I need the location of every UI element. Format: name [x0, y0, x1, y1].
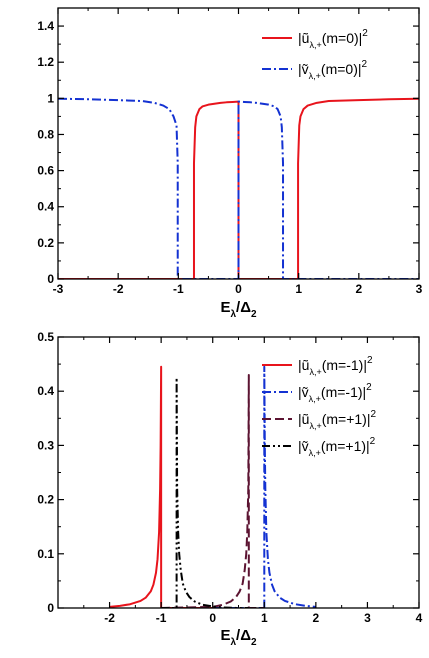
- x-tick-label: -1: [156, 611, 167, 625]
- y-tick-label: 0.3: [37, 438, 54, 452]
- legend-label-sub: λ,+: [309, 40, 321, 50]
- x-tick-label: 4: [416, 611, 423, 625]
- legend-label-rest: (m=0)|: [321, 61, 362, 77]
- x-axis-label-rest: /Δ: [236, 627, 251, 644]
- series-line-1: [109, 365, 213, 608]
- y-tick-label: 0.4: [37, 384, 54, 398]
- y-tick-label: 0: [47, 601, 54, 615]
- x-tick-label: 0: [235, 282, 242, 296]
- x-axis-label: Eλ/Δ2: [220, 299, 257, 320]
- y-tick-label: 0.6: [37, 164, 54, 178]
- x-tick-label: -1: [173, 282, 184, 296]
- y-tick-label: 0.1: [37, 547, 54, 561]
- y-tick-label: 0.8: [37, 127, 54, 141]
- x-tick-label: 3: [416, 282, 423, 296]
- top-panel: -3 -2 -1 0 1 2 300.20.40.60.811.21.4Eλ/Δ2|ũλ,+…: [37, 7, 423, 320]
- x-axis-label-sub2: 2: [251, 309, 257, 320]
- series-line-2: [58, 97, 419, 279]
- y-tick-label: 0.5: [37, 330, 54, 344]
- legend-label-main: |ṽ: [298, 61, 309, 77]
- y-tick-label: 1.4: [37, 19, 54, 33]
- x-tick-label: 1: [295, 282, 302, 296]
- x-tick-label: 2: [355, 282, 362, 296]
- legend-label-rest: (m=+1)|: [322, 411, 371, 427]
- x-axis-label-rest: /Δ: [236, 299, 251, 316]
- x-tick-label: 0: [209, 611, 216, 625]
- x-axis-label-sub: λ: [230, 309, 236, 320]
- legend-label-rest: (m=-1)|: [322, 357, 367, 373]
- legend-label-sup: 2: [370, 436, 376, 447]
- legend-label-sup: 2: [362, 28, 368, 39]
- y-tick-label: 1: [47, 91, 54, 105]
- plot-frame: [57, 336, 420, 609]
- x-tick-label: -2: [104, 611, 115, 625]
- legend-label-4: |ṽλ,+(m=+1)|2: [298, 436, 376, 458]
- legend-label-sub: λ,+: [309, 394, 321, 404]
- legend-label-sub: λ,+: [309, 71, 321, 81]
- legend-label-main: |ṽ: [298, 384, 309, 400]
- legend-label-rest: (m=+1)|: [321, 438, 370, 454]
- x-axis-label-sub: λ: [230, 637, 236, 648]
- legend-label-sub: λ,+: [309, 367, 321, 377]
- x-tick-label: 1: [261, 611, 268, 625]
- y-tick-label: 0.2: [37, 236, 54, 250]
- x-tick-label: -3: [53, 282, 64, 296]
- y-tick-label: 1.2: [37, 55, 54, 69]
- bottom-panel: -2 -1 0 1 2 3 400.10.20.30.40.5Eλ/Δ2|ũλ,+(m=-1…: [37, 330, 422, 648]
- legend-label-sup: 2: [370, 409, 376, 420]
- legend-label-1: |ũλ,+(m=-1)|2: [298, 355, 373, 377]
- legend-label-1: |ũλ,+(m=0)|2: [298, 28, 368, 50]
- y-tick-label: 0.4: [37, 200, 54, 214]
- series-group: [109, 365, 316, 608]
- x-axis-label-sub2: 2: [251, 637, 257, 648]
- legend-label-sup: 2: [366, 382, 372, 393]
- legend-label-rest: (m=0)|: [322, 30, 363, 46]
- legend-label-3: |ũλ,+(m=+1)|2: [298, 409, 376, 431]
- y-tick-label: 0.2: [37, 493, 54, 507]
- series-line-3: [161, 373, 265, 608]
- legend-label-2: |ṽλ,+(m=-1)|2: [298, 382, 372, 404]
- legend-label-sub: λ,+: [309, 448, 321, 458]
- legend-label-sub: λ,+: [309, 421, 321, 431]
- legend-label-sup: 2: [362, 59, 368, 70]
- x-tick-label: 2: [313, 611, 320, 625]
- x-tick-label: 3: [364, 611, 371, 625]
- legend-label-rest: (m=-1)|: [321, 384, 366, 400]
- series-line-4: [161, 376, 249, 608]
- series-group: [58, 97, 419, 279]
- legend: |ũλ,+(m=-1)|2|ṽλ,+(m=-1)|2|ũλ,+(m=+1)|2|…: [262, 355, 376, 458]
- x-axis-label-main: E: [220, 299, 230, 316]
- y-tick-label: 0: [47, 272, 54, 286]
- legend-label-sup: 2: [367, 355, 373, 366]
- series-line-2: [212, 365, 316, 608]
- legend-label-main: |ũ: [298, 30, 309, 46]
- legend-label-main: |ũ: [298, 411, 309, 427]
- legend-label-main: |ṽ: [298, 438, 309, 454]
- legend-label-main: |ũ: [298, 357, 309, 373]
- legend-label-2: |ṽλ,+(m=0)|2: [298, 59, 368, 81]
- x-axis-label-main: E: [220, 627, 230, 644]
- x-axis-label: Eλ/Δ2: [220, 627, 257, 648]
- x-tick-label: -2: [113, 282, 124, 296]
- legend: |ũλ,+(m=0)|2|ṽλ,+(m=0)|2: [262, 28, 368, 81]
